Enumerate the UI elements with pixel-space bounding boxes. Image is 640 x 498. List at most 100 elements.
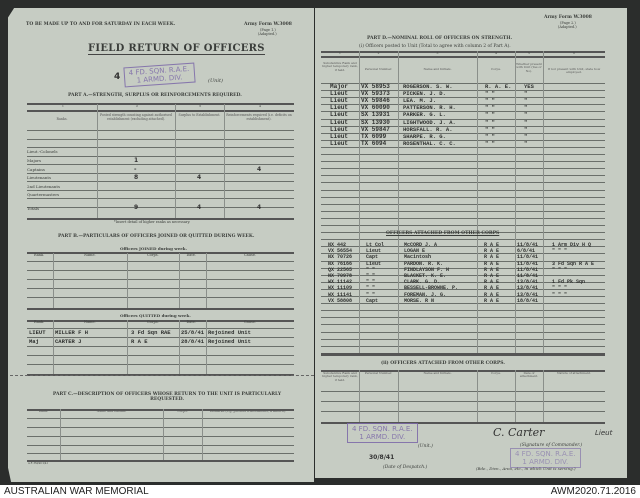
column-rule xyxy=(163,409,164,460)
quitted-corps: 3 Fd Sqn RAE xyxy=(131,329,171,336)
row-rule xyxy=(321,175,605,177)
row-rule xyxy=(321,274,605,276)
row-rule xyxy=(321,303,605,305)
column-rule xyxy=(175,104,176,218)
attached-employed: " " " xyxy=(552,291,568,298)
officer-name: PATTERSON. R. H. xyxy=(403,104,456,112)
row-rule xyxy=(27,288,294,289)
row-rule xyxy=(27,418,294,419)
quitted-name: CARTER J xyxy=(55,338,82,345)
accession-number: AWM2020.71.2016 xyxy=(550,486,636,497)
attached-number: WX 11109 xyxy=(328,285,353,292)
table-rule xyxy=(27,218,294,220)
column-header: Surplus to Establishment. xyxy=(178,113,221,117)
column-header: Date. xyxy=(186,320,196,324)
column-header: Personal Number. xyxy=(364,371,393,375)
officer-name: ROSENTHAL. C. C. xyxy=(403,139,456,147)
attached-rank: Capt xyxy=(366,254,379,261)
attached-corps: R A E xyxy=(484,279,500,286)
row-rule xyxy=(321,97,605,99)
officer-present: " xyxy=(524,125,528,133)
column-header: Corps. xyxy=(491,67,501,71)
part-d-title: PART D.—NOMINAL ROLL OF OFFICERS ON STRE… xyxy=(367,36,513,41)
column-rule xyxy=(97,104,98,218)
row-rule xyxy=(321,83,605,84)
attached-number: NX 442 xyxy=(328,242,347,248)
officer-corps: " " xyxy=(485,125,495,133)
cell-posted: 8 xyxy=(134,174,139,181)
column-rule xyxy=(359,370,360,422)
officer-name: PICKEN. J. D. xyxy=(403,90,446,98)
attached-name: FINDLAYSON F. H xyxy=(404,266,450,273)
column-header: Substantive Rank and higher temporary ra… xyxy=(322,61,358,72)
stamp-line: 1 ARMD. DIV. xyxy=(359,433,406,442)
attached-corps: R A E xyxy=(484,242,500,248)
column-header: Substantive Rank and higher temporary ra… xyxy=(322,371,358,382)
attached-employed: 1 Fd Pk Sqn xyxy=(552,279,586,286)
part-a-title: PART A.—STRENGTH, SURPLUS OR REINFORCEME… xyxy=(68,93,242,98)
row-rule xyxy=(321,331,605,333)
row-rule xyxy=(321,239,605,241)
officer-number: VX 60090 xyxy=(361,104,390,112)
table-rule xyxy=(27,409,294,411)
row-rule xyxy=(27,138,294,140)
officer-present: " xyxy=(524,104,528,112)
column-number: 3 xyxy=(199,104,201,108)
table-rule xyxy=(321,370,605,372)
column-header: Date. xyxy=(186,253,196,257)
column-number: 5 xyxy=(528,51,530,55)
adapted-note: (Adapted.) xyxy=(258,32,277,36)
stamp-line: 4 FD. SQN. R.A.E. xyxy=(515,450,576,458)
unit-stamp: 4 FD. SQN. R.A.E. 1 ARMD. DIV. xyxy=(347,423,418,444)
row-rule xyxy=(27,279,294,280)
officer-rank: Lieut xyxy=(330,104,349,112)
attached-corps: R A E xyxy=(484,260,500,267)
row-rule xyxy=(321,118,605,120)
quitted-rank: Maj xyxy=(29,338,39,345)
column-number: 1 xyxy=(339,51,341,55)
attached-number: NX 70726 xyxy=(328,254,353,261)
column-number: 6 xyxy=(573,51,575,55)
attached-rank: " " xyxy=(366,266,376,273)
officer-rank: Lieut xyxy=(330,90,349,98)
row-rule xyxy=(321,217,605,219)
attached-name: BESSELL-BROWNE. P. xyxy=(404,285,459,292)
row-rule xyxy=(27,346,294,347)
attached-corps: R A E xyxy=(484,266,500,273)
row-rule xyxy=(27,297,294,298)
column-rule xyxy=(53,320,54,374)
column-header: Corps. xyxy=(491,371,501,375)
quitted-rank: LIEUT xyxy=(29,329,46,336)
attached-rank: Lieut xyxy=(366,260,382,267)
cell-reinf: 4 xyxy=(257,166,262,173)
column-header: Whether present with Unit (Yes or No). xyxy=(516,62,542,73)
row-rule xyxy=(321,324,605,326)
row-rule xyxy=(27,453,294,454)
right-page: Army Form W.3008 (Page 2.) (Adapted.) PA… xyxy=(315,8,627,478)
officer-corps: " " xyxy=(485,104,495,112)
cell-posted: - xyxy=(134,166,137,173)
total-surplus: 4 xyxy=(197,204,202,211)
joined-title: Officers JOINED during week. xyxy=(120,246,187,251)
officer-present: " xyxy=(524,118,528,126)
attached-number: VX 56554 xyxy=(328,248,353,255)
formation-label: (Bde., Divn., Area, etc., in which Unit … xyxy=(476,466,576,471)
column-number: 4 xyxy=(495,51,497,55)
attached-date: 13/8/41 xyxy=(517,279,539,286)
attached-employed: 1 Arm Div H Q xyxy=(552,242,592,248)
column-header: Name and Initials. xyxy=(423,67,452,71)
part-d-subtitle: (i) Officers posted to Unit (Total to ag… xyxy=(359,44,511,49)
attached-name: CLARK. G. D. xyxy=(404,279,441,286)
row-rule xyxy=(27,198,294,199)
officer-number: TX 6094 xyxy=(361,139,387,147)
column-header: Reinforcements required (i.e. deficits o… xyxy=(226,113,292,121)
column-rule xyxy=(398,51,399,353)
row-rule xyxy=(321,182,605,184)
row-rule xyxy=(27,445,294,446)
signature-label: (Signature of Commander.) xyxy=(520,443,583,448)
row-rule xyxy=(27,328,294,329)
column-rule xyxy=(60,409,61,460)
column-number: 2 xyxy=(136,104,138,108)
officer-rank: Lieut xyxy=(330,97,349,105)
signature-rank: Lieut xyxy=(595,429,613,437)
